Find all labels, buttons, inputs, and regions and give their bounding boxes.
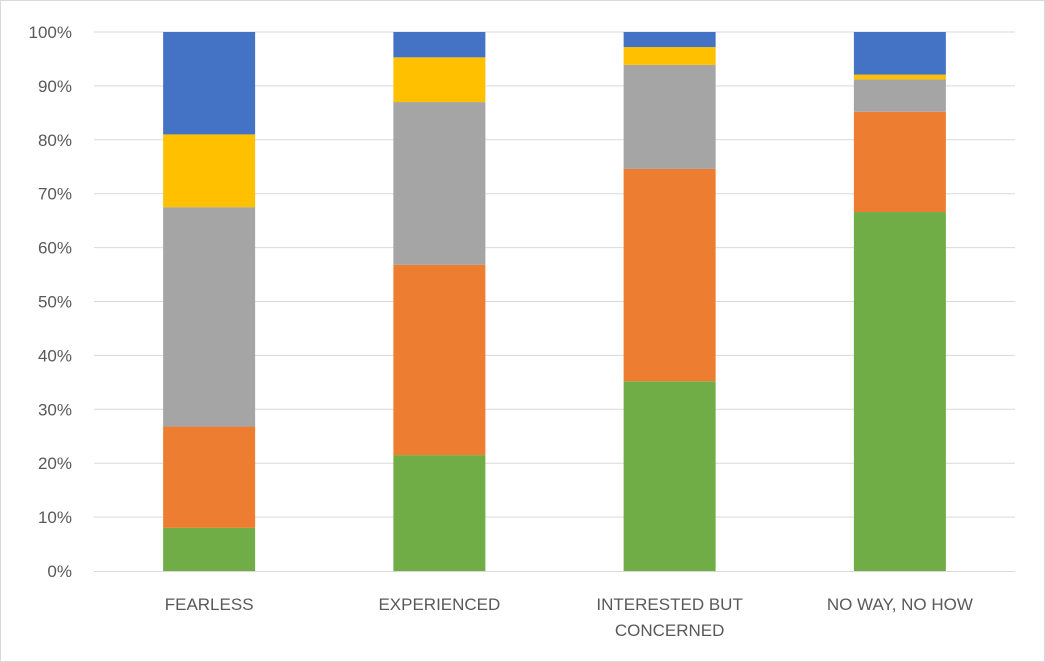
- y-tick-label: 0%: [47, 562, 72, 581]
- y-tick-label: 20%: [38, 454, 72, 473]
- bar-segment: [853, 74, 946, 80]
- bar-segment: [163, 426, 256, 528]
- bar-segment: [853, 212, 946, 571]
- bar-segment: [623, 381, 716, 571]
- bar-segment: [853, 32, 946, 75]
- bar-segment: [393, 264, 486, 456]
- bar-segment: [393, 102, 486, 265]
- bar-segment: [163, 134, 256, 208]
- bar-segment: [393, 455, 486, 571]
- x-axis-tick-labels: FEARLESS EXPERIENCED INTERESTED BUT CONCERN…: [165, 595, 973, 640]
- bar-segment: [393, 32, 486, 58]
- bar-segment: [853, 79, 946, 112]
- y-tick-label: 90%: [38, 77, 72, 96]
- x-tick-label: EXPERIENCED: [378, 595, 500, 614]
- y-tick-label: 10%: [38, 508, 72, 527]
- x-tick-label: FEARLESS: [165, 595, 254, 614]
- bar-segment: [163, 527, 256, 571]
- bar-segment: [623, 47, 716, 65]
- y-tick-label: 100%: [29, 23, 72, 42]
- x-tick-label: INTERESTED BUT: [596, 595, 742, 614]
- bar-segment: [393, 57, 486, 103]
- bar-segment: [163, 32, 256, 135]
- y-tick-label: 50%: [38, 293, 72, 312]
- bar-segments: [163, 32, 946, 571]
- y-tick-label: 70%: [38, 185, 72, 204]
- x-tick-label: NO WAY, NO HOW: [827, 595, 973, 614]
- bar-segment: [623, 64, 716, 169]
- y-tick-label: 40%: [38, 346, 72, 365]
- y-tick-label: 60%: [38, 239, 72, 258]
- y-tick-label: 80%: [38, 131, 72, 150]
- bar-segment: [853, 111, 946, 213]
- bar-segment: [623, 32, 716, 48]
- bar-segment: [163, 207, 256, 427]
- y-axis-tick-labels: 0% 10% 20% 30% 40% 50% 60% 70% 80% 90% 100%: [29, 23, 72, 581]
- x-tick-label: CONCERNED: [615, 621, 725, 640]
- bar-segment: [623, 168, 716, 382]
- y-tick-label: 30%: [38, 400, 72, 419]
